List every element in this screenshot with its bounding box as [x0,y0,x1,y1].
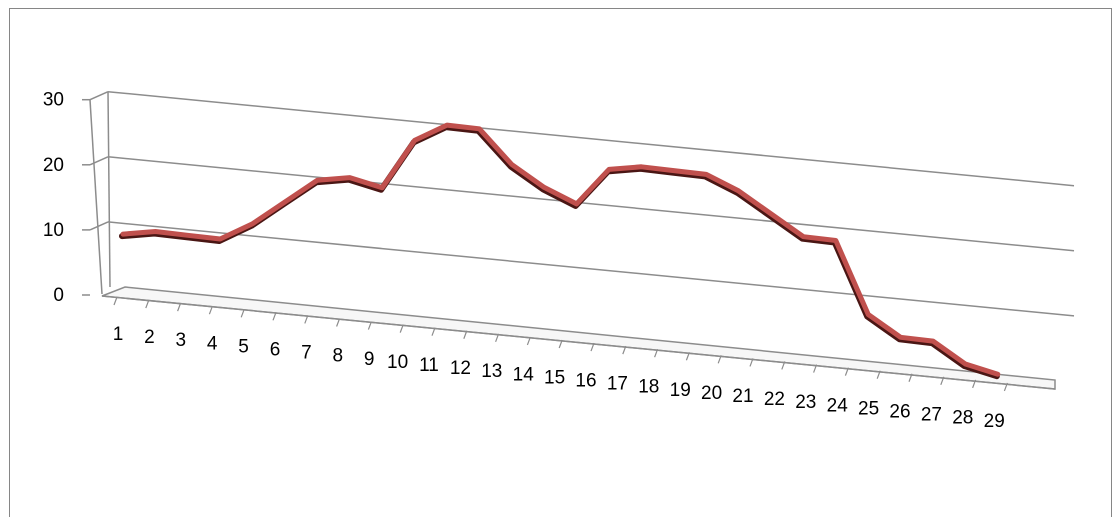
x-tick-label: 14 [513,364,535,385]
x-tick-label: 3 [176,330,187,351]
x-tick-mark [749,358,754,367]
series-group [119,122,1001,380]
x-tick-mark [272,312,277,321]
x-tick-mark [304,315,309,324]
x-tick-label: 29 [984,411,1005,432]
x-tick-label: 13 [481,361,502,382]
y-tick-label: 30 [43,90,64,111]
series-line [120,122,1001,377]
x-axis-ticks: 1 2 3 4 5 6 7 8 9 10 11 12 13 14 15 16 17 18 19 20 21 22 23 24 2… [113,296,1008,432]
x-tick-label: 18 [638,377,659,398]
x-tick-label: 7 [301,343,312,364]
x-tick-label: 26 [889,402,910,423]
gridline [107,221,1075,317]
x-tick-label: 12 [450,358,471,379]
x-tick-label: 16 [575,371,596,392]
x-tick-mark [145,299,150,309]
x-tick-label: 27 [921,405,942,426]
x-tick-mark [463,330,468,339]
x-tick-label: 4 [207,333,218,354]
x-tick-label: 20 [701,383,722,404]
x-tick-label: 17 [607,374,628,395]
x-tick-label: 2 [144,327,155,348]
y-axis-ticks: 0 10 20 30 [43,90,90,306]
x-tick-mark [972,379,977,389]
y-tick-label: 0 [53,285,64,306]
x-tick-mark [208,305,213,315]
chart-area [9,8,1112,517]
x-tick-mark [717,355,722,364]
x-tick-label: 24 [827,395,849,416]
x-tick-mark [526,336,531,346]
x-tick-mark [622,345,627,355]
x-tick-label: 5 [238,336,249,357]
x-tick-mark [813,364,818,373]
x-tick-mark [844,367,849,376]
x-tick-mark [336,318,341,327]
back-wall-edge [107,91,111,288]
y-tick-label: 10 [43,220,64,241]
x-tick-label: 15 [544,367,565,388]
x-tick-label: 9 [364,349,375,370]
x-tick-mark [113,296,118,306]
x-tick-mark [367,321,372,330]
x-axis-line [101,295,1056,390]
x-tick-mark [685,352,690,361]
x-tick-mark [177,302,182,312]
x-tick-label: 11 [419,355,439,376]
x-tick-label: 1 [113,324,124,345]
x-tick-mark [654,348,659,358]
axes [89,91,1056,390]
x-tick-mark [876,370,881,379]
x-tick-mark [558,339,563,349]
y-tick-label: 20 [43,155,64,176]
gridlines [89,90,1075,317]
x-tick-label: 19 [670,380,691,401]
x-tick-mark [1003,382,1008,392]
x-tick-label: 25 [858,398,879,419]
x-tick-mark [940,376,945,386]
x-tick-mark [908,373,913,382]
x-tick-label: 21 [732,386,753,407]
x-tick-label: 6 [270,340,281,361]
x-tick-label: 23 [795,392,816,413]
gridline-wall [89,221,109,231]
x-tick-mark [431,327,436,336]
x-tick-label: 22 [764,389,785,410]
x-tick-label: 10 [387,352,408,373]
x-tick-label: 8 [333,346,344,367]
gridline [107,156,1075,252]
x-tick-mark [240,309,245,318]
x-tick-label: 28 [952,408,973,429]
x-tick-mark [781,361,786,370]
gridline-wall [89,91,109,101]
gridline-wall [89,156,109,166]
y-axis-line [89,99,103,295]
x-tick-mark [399,324,404,333]
x-tick-mark [590,342,595,352]
x-tick-mark [495,333,500,343]
gridline [107,90,1075,187]
